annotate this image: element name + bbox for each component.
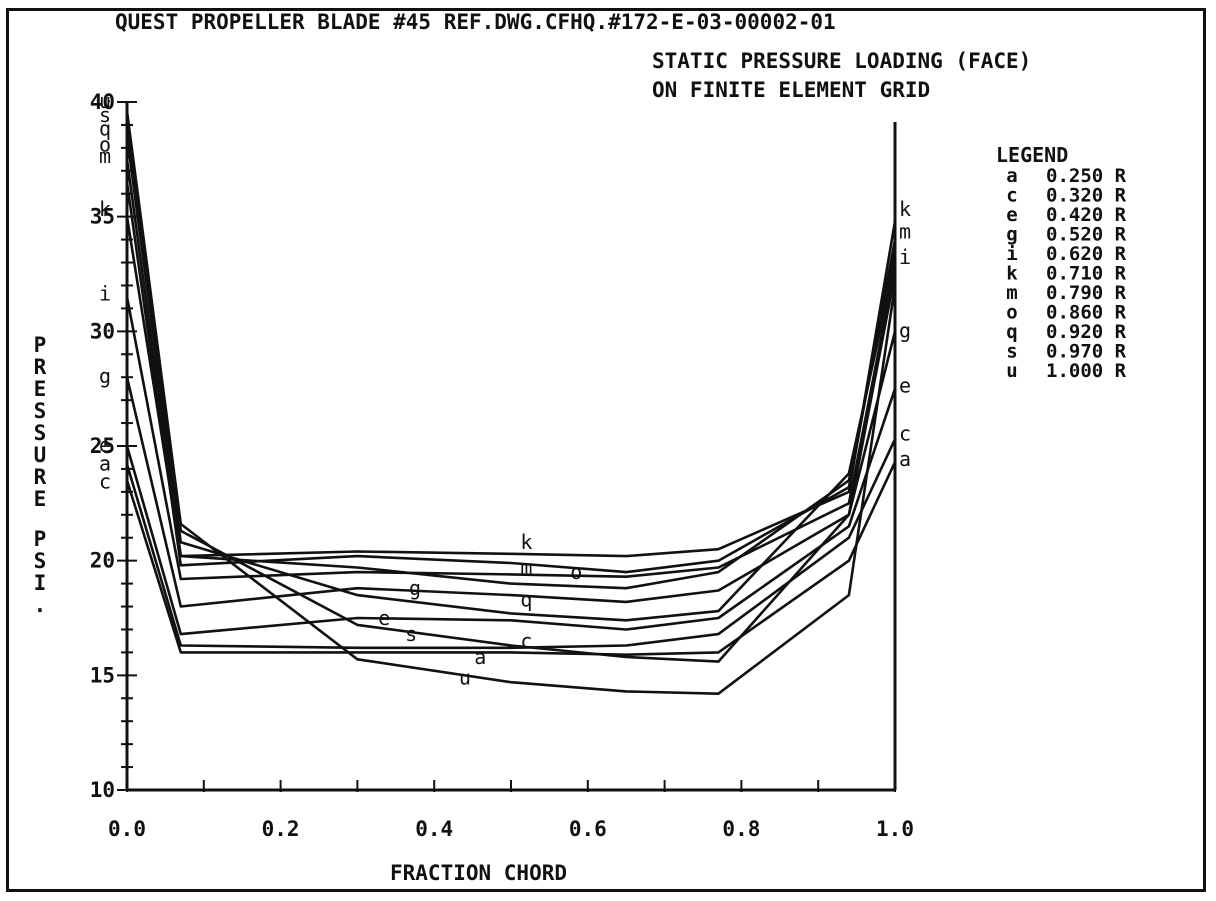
- left-end-label-e: e: [99, 433, 111, 457]
- series-line-g: [125, 330, 897, 608]
- curve-label-q: q: [520, 588, 532, 612]
- y-axis-label-char: U: [34, 443, 47, 467]
- series-line-u: [125, 111, 897, 696]
- legend-symbol-o: o: [1006, 302, 1017, 324]
- legend-value-g: 0.520 R: [1046, 224, 1127, 246]
- curve-label-k: k: [520, 530, 532, 554]
- y-axis-label-char: P: [34, 527, 47, 551]
- series-line-q: [125, 136, 897, 622]
- y-axis-label-char: S: [34, 399, 47, 423]
- left-end-label-u: u: [99, 89, 111, 113]
- plot-frame: [6, 8, 1206, 892]
- right-end-label-k: k: [899, 197, 911, 221]
- legend-symbol-i: i: [1006, 243, 1017, 265]
- y-tick-label: 20: [90, 549, 115, 573]
- series-line-i: [125, 266, 897, 581]
- legend-value-m: 0.790 R: [1046, 282, 1127, 304]
- legend-value-e: 0.420 R: [1046, 204, 1127, 226]
- legend-value-u: 1.000 R: [1046, 360, 1127, 382]
- legend-symbol-m: m: [1006, 282, 1017, 304]
- series-line-s: [125, 117, 897, 663]
- legend-value-s: 0.970 R: [1046, 341, 1127, 363]
- right-end-label-i: i: [899, 245, 911, 269]
- y-tick-label: 10: [90, 778, 115, 802]
- right-end-label-c: c: [899, 422, 911, 446]
- x-tick-label: 0.4: [415, 817, 453, 841]
- x-tick-label: 0.6: [569, 817, 607, 841]
- curve-label-s: s: [405, 622, 417, 646]
- legend-title: LEGEND: [996, 143, 1068, 167]
- y-axis-label-char: S: [34, 421, 47, 445]
- series-lines: [125, 111, 897, 696]
- x-axis-label: FRACTION CHORD: [390, 861, 567, 885]
- series-line-o: [125, 159, 897, 590]
- left-end-label-c: c: [99, 470, 111, 494]
- curve-label-u: u: [459, 666, 471, 690]
- legend-value-c: 0.320 R: [1046, 185, 1127, 207]
- legend-value-o: 0.860 R: [1046, 302, 1127, 324]
- curve-label-c: c: [520, 629, 532, 653]
- legend-symbol-s: s: [1006, 341, 1017, 363]
- legend-value-a: 0.250 R: [1046, 165, 1127, 187]
- right-end-label-g: g: [899, 318, 911, 342]
- series-line-m: [125, 182, 897, 574]
- y-axis-label-char: E: [34, 487, 47, 511]
- chart-subtitle-line-1: STATIC PRESSURE LOADING (FACE): [652, 49, 1031, 73]
- right-end-label-a: a: [899, 447, 911, 471]
- x-tick-label: 0.2: [262, 817, 300, 841]
- axes: 10 15 20 25 30 35 40 0.0 0.2 0.4 0.6 0.8 1.0: [90, 90, 914, 841]
- left-end-label-m: m: [99, 144, 111, 168]
- legend-value-q: 0.920 R: [1046, 321, 1127, 343]
- y-tick-label: 25: [90, 434, 115, 458]
- right-end-label-e: e: [899, 373, 911, 397]
- y-axis-label-char: E: [34, 377, 47, 401]
- legend-symbol-q: q: [1006, 321, 1017, 343]
- left-end-label-q: q: [99, 117, 111, 141]
- chart-subtitle-line-2: ON FINITE ELEMENT GRID: [652, 78, 930, 102]
- y-axis-label-char: R: [34, 465, 47, 489]
- legend-symbol-u: u: [1006, 360, 1017, 382]
- legend-symbol-e: e: [1006, 204, 1017, 226]
- y-tick-label: 35: [90, 205, 115, 229]
- y-axis-label-char: S: [34, 549, 47, 573]
- curve-label-o: o: [570, 560, 582, 584]
- legend: a 0.250 R c 0.320 R e 0.420 R g 0.520 R i 0.620 R…: [1006, 165, 1126, 382]
- legend-symbol-a: a: [1006, 165, 1017, 187]
- left-end-label-i: i: [99, 282, 111, 306]
- legend-symbol-k: k: [1006, 263, 1018, 285]
- x-tick-label: 0.8: [722, 817, 760, 841]
- x-tick-label: 1.0: [876, 817, 914, 841]
- legend-symbol-c: c: [1006, 185, 1017, 207]
- legend-symbol-g: g: [1006, 224, 1017, 246]
- left-end-label-g: g: [99, 364, 111, 388]
- y-axis-label-char: I: [34, 571, 47, 595]
- y-tick-label: 30: [90, 319, 115, 343]
- x-tick-label: 0.0: [108, 817, 146, 841]
- legend-value-i: 0.620 R: [1046, 243, 1127, 265]
- series-line-e: [125, 388, 897, 636]
- series-line-a: [125, 461, 897, 657]
- curve-label-e: e: [378, 606, 390, 630]
- curve-label-g: g: [409, 576, 421, 600]
- y-axis-label-char: .: [34, 593, 47, 617]
- curve-label-m: m: [520, 555, 532, 579]
- y-axis-label-char: P: [34, 333, 47, 357]
- legend-value-k: 0.710 R: [1046, 263, 1127, 285]
- chart-title: QUEST PROPELLER BLADE #45 REF.DWG.CFHQ.#…: [115, 10, 836, 34]
- series-line-c: [125, 438, 897, 650]
- left-end-label-o: o: [99, 133, 111, 157]
- left-end-label-k: k: [99, 197, 111, 221]
- y-axis-label-char: R: [34, 355, 47, 379]
- curve-label-a: a: [474, 645, 486, 669]
- y-tick-label: 40: [90, 90, 115, 114]
- right-end-label-m: m: [899, 220, 911, 244]
- y-tick-label: 15: [90, 663, 115, 687]
- left-end-label-s: s: [99, 103, 111, 127]
- left-end-label-a: a: [99, 451, 111, 475]
- series-line-k: [125, 216, 897, 558]
